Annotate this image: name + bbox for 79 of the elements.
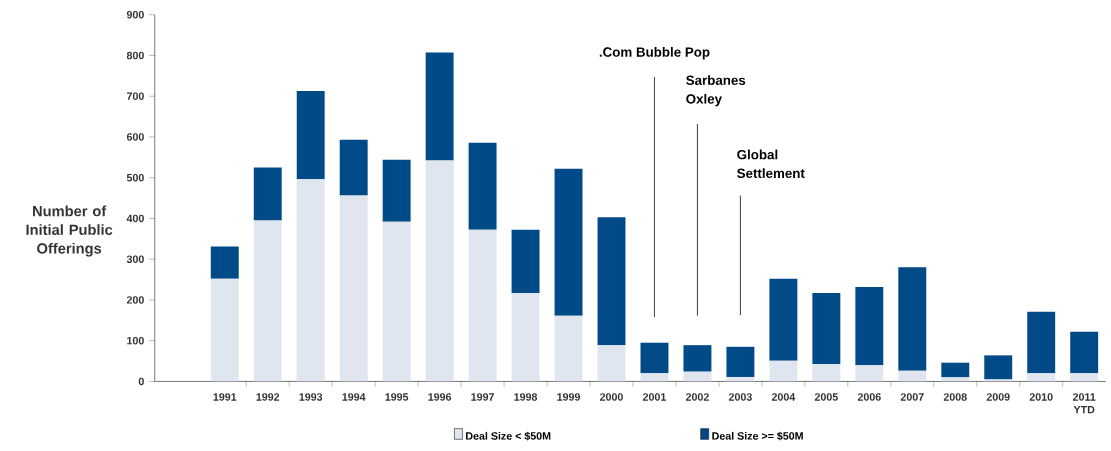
bar	[1027, 373, 1056, 382]
y-tick-label: 300	[126, 255, 144, 264]
bar	[296, 90, 325, 180]
bar	[726, 346, 755, 378]
ref-line-label: .Com Bubble Pop	[599, 47, 710, 60]
x-tick-label: 1992	[256, 393, 280, 401]
bar	[253, 167, 282, 221]
bar	[1070, 373, 1099, 382]
bar	[339, 195, 368, 382]
bar	[855, 287, 884, 366]
bar	[597, 217, 626, 346]
bar	[769, 278, 798, 361]
bar	[554, 315, 583, 382]
bar	[812, 364, 841, 382]
x-tick-label: 1999	[557, 393, 580, 401]
bar	[425, 160, 454, 382]
x-tick-label: 2007	[900, 393, 924, 401]
y-tick-label: 100	[127, 337, 144, 345]
x-tick-label: 2003	[728, 393, 752, 401]
bar	[812, 293, 841, 365]
bar	[511, 293, 540, 382]
y-tick-label: 500	[126, 174, 144, 182]
bar	[468, 142, 497, 230]
y-tick-label: 0	[138, 377, 144, 386]
bar	[468, 229, 497, 382]
legend-label: Deal Size >= $50M	[712, 431, 803, 441]
bar	[210, 278, 239, 382]
ref-line-label: Global Settlement	[737, 149, 805, 179]
x-tick-label: 1993	[299, 393, 323, 401]
x-tick-label: 1996	[428, 393, 452, 401]
legend-label: Deal Size < $50M	[466, 431, 551, 441]
bar	[984, 379, 1013, 382]
x-tick-label: 2006	[857, 393, 881, 401]
x-tick-label: 2005	[814, 393, 838, 401]
x-tick-label: 1991	[213, 393, 237, 401]
bar	[511, 229, 540, 294]
bar	[683, 345, 712, 372]
bar	[855, 365, 884, 382]
x-tick-label: 2002	[685, 393, 709, 401]
bar	[640, 342, 669, 374]
x-tick-label: 2010	[1029, 393, 1053, 401]
x-tick-label: 2000	[600, 393, 623, 401]
x-tick-label: 1998	[514, 393, 538, 401]
x-tick-label: 2001	[642, 393, 667, 401]
bar	[253, 220, 282, 382]
bar	[554, 168, 583, 316]
x-tick-label: 2011 YTD	[1072, 393, 1096, 414]
bar	[1070, 331, 1099, 374]
y-axis-title: Number of Initial Public Offerings	[26, 205, 113, 257]
bar	[726, 377, 755, 382]
bar	[769, 360, 798, 382]
x-tick-label: 1995	[385, 393, 409, 401]
bar	[210, 246, 239, 279]
y-tick-label: 200	[126, 296, 144, 304]
bar	[640, 373, 669, 382]
y-tick-label: 900	[126, 11, 144, 19]
x-tick-label: 2008	[943, 393, 967, 401]
bar	[597, 345, 626, 382]
bar	[984, 355, 1013, 380]
ref-line-label: Sarbanes Oxley	[686, 75, 746, 107]
x-tick-label: 2009	[986, 393, 1010, 401]
bar	[941, 362, 970, 378]
bar	[382, 221, 411, 382]
bar	[1027, 311, 1056, 374]
y-tick-label: 400	[126, 214, 144, 223]
y-tick-label: 800	[126, 51, 144, 60]
y-tick-label: 600	[126, 133, 144, 141]
bar	[941, 377, 970, 382]
x-tick-label: 2004	[771, 393, 796, 401]
y-tick-label: 700	[126, 92, 144, 101]
bar	[898, 267, 927, 371]
x-tick-label: 1997	[471, 393, 494, 401]
x-tick-label: 1994	[342, 393, 366, 401]
bar	[898, 370, 927, 382]
bar	[425, 52, 454, 161]
bar	[296, 179, 325, 382]
bar	[382, 159, 411, 222]
bar	[683, 371, 712, 382]
bar	[339, 139, 368, 196]
